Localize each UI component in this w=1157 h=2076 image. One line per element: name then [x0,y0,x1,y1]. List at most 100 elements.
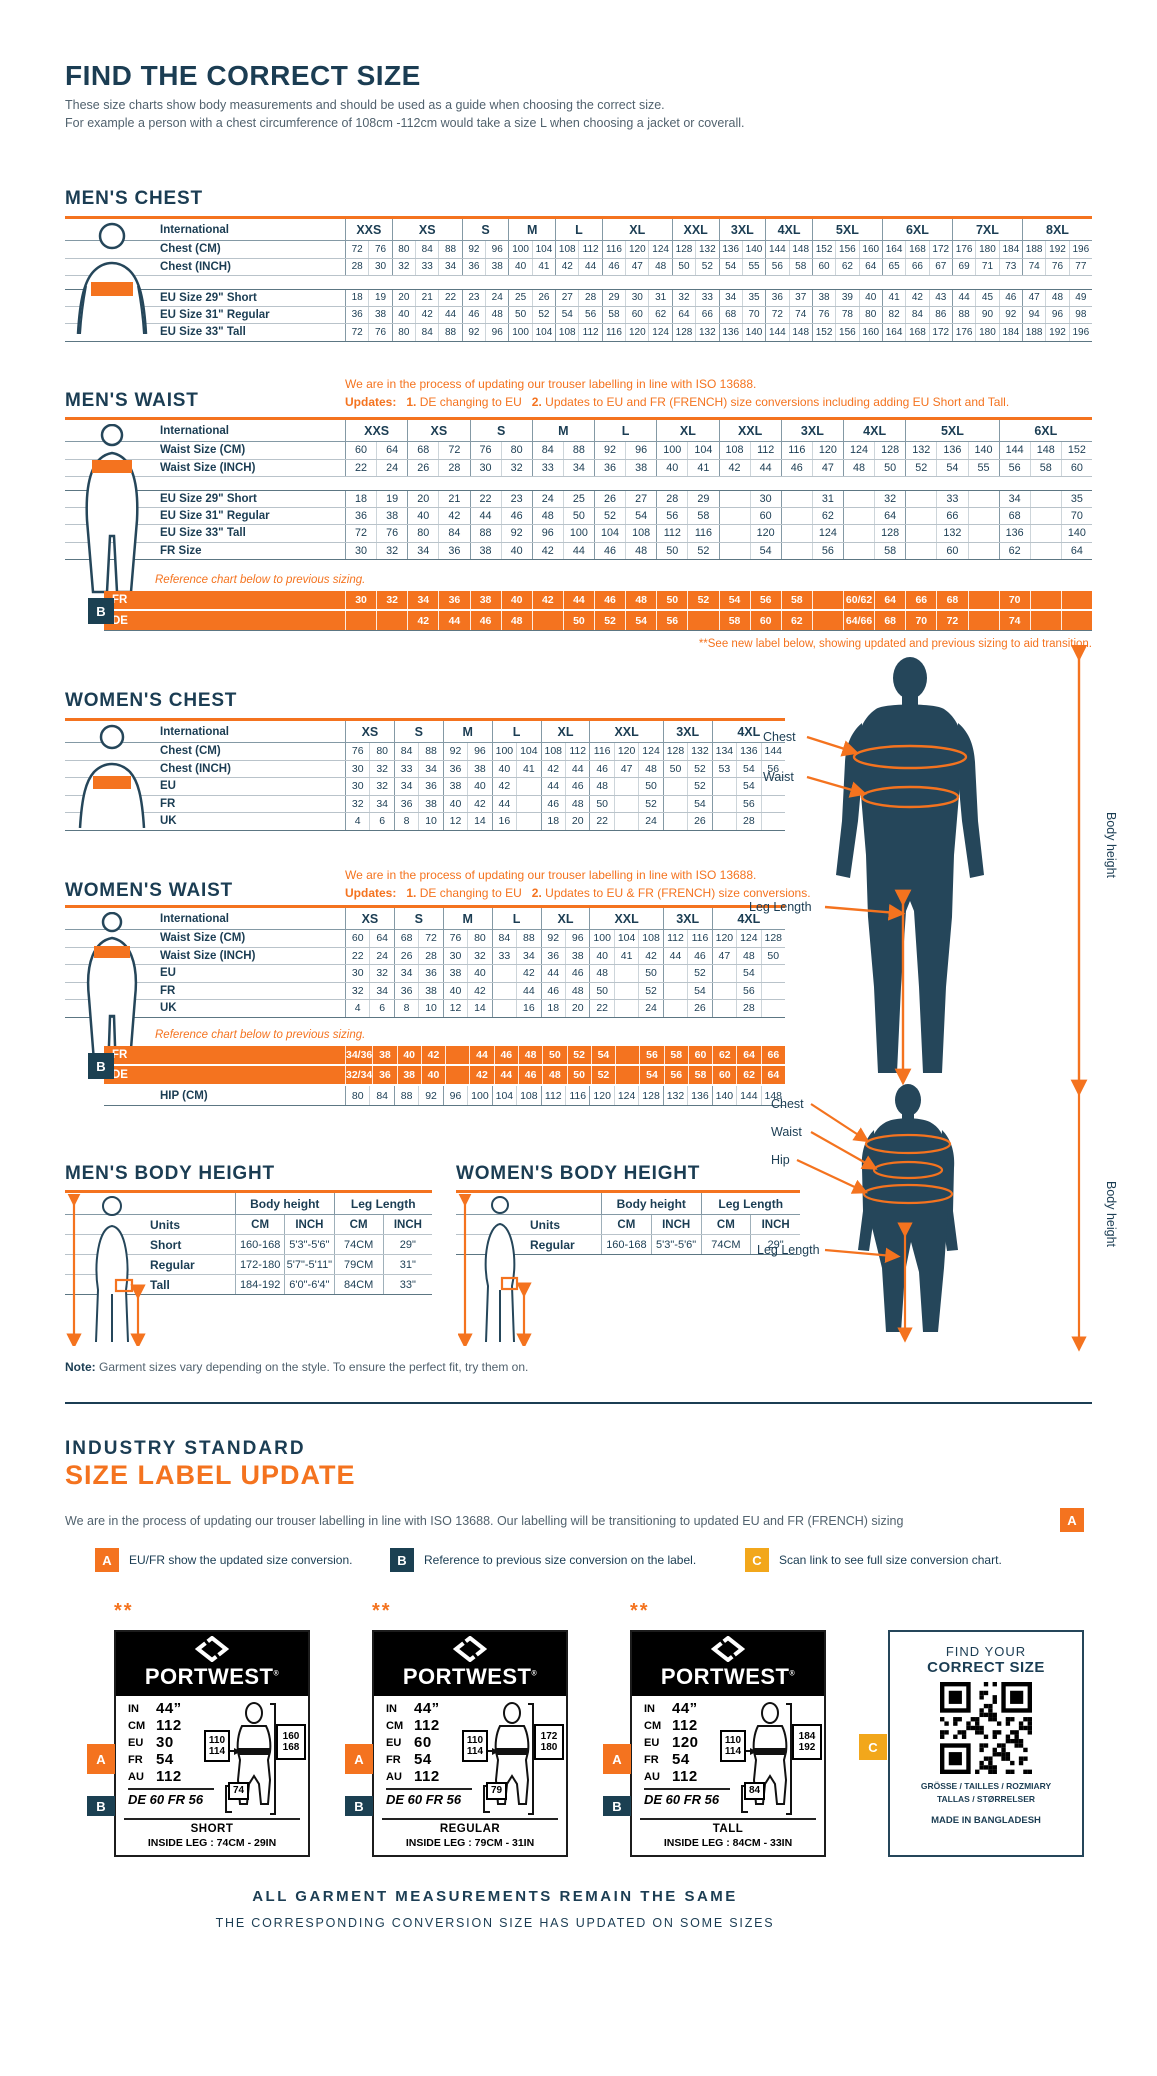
size-cell: 76 [442,930,467,947]
size-cell: 96 [485,241,508,258]
badge-b: B [390,1548,414,1572]
size-cell: 58 [601,306,625,323]
size-cell: 124 [648,324,671,341]
size-unit: FR [386,1753,401,1766]
size-cell: 120 [589,1086,613,1105]
size-cell: 80 [345,1086,369,1105]
size-cell: 128 [671,241,695,258]
size-cell: 100 [508,324,531,341]
size-cell: 160 [858,241,882,258]
registered-mark: ® [273,1670,280,1678]
table-row: UK 4 6 8 10 12 14 16 18 20 22 24 26 28 [65,813,785,831]
row-label: EU Size 31" Regular [160,509,270,522]
portwest-logo: PORTWEST® [632,1632,824,1696]
size-cell [711,965,736,982]
size-cell: 28 [345,258,368,275]
size-cell: 37 [788,290,812,306]
size-cell: 36 [438,591,469,609]
table-row: EU 30 32 34 36 38 40 42 44 46 48 50 52 54 [65,778,785,796]
card-body: IN 44” CM 112 EU 120 FR 54 AU 112 DE 60 FR 56 110 11… [632,1696,824,1855]
row-label: FR [160,797,176,810]
row-label: EU Size 33" Tall [160,527,246,540]
size-cell [711,813,736,830]
size-cell: 38 [625,459,656,476]
size-cell: 38 [467,760,491,777]
card-size-row: CM 112 [128,1717,214,1734]
size-value: 54 [156,1751,174,1768]
size-cell: 64 [1060,542,1092,559]
size-cell: 34 [438,258,461,275]
table-row: UK 4 6 8 10 12 14 16 18 20 22 24 26 28 [65,1000,785,1018]
size-cell: 67 [928,258,952,275]
size-cell: 73 [998,258,1022,275]
size-column-header: XXS [345,219,392,240]
note-text: Garment sizes vary depending on the styl… [95,1360,529,1374]
leg-measure-box: 84 [744,1782,765,1800]
size-cell: 148 [788,241,812,258]
size-cell: 50 [589,982,613,999]
size-cell: 80 [858,306,882,323]
size-unit: EU [386,1736,402,1749]
size-cell: 76 [368,324,391,341]
size-cell: 36 [540,947,565,964]
size-value: 112 [156,1768,182,1785]
legend-text-b: Reference to previous size conversion on… [424,1553,697,1567]
size-cell: 116 [687,525,718,542]
waist-measure-box: 110 114 [720,1730,746,1762]
size-cell: 44 [662,947,687,964]
size-cell: 40 [396,1046,421,1064]
size-cell: 196 [1068,241,1092,258]
size-column-header: Body height [235,1193,334,1214]
size-cell: 62 [811,507,843,524]
size-cell: 46 [589,760,613,777]
size-cell: 12 [442,1000,467,1017]
row-label: Waist Size (INCH) [160,949,256,962]
size-cell: 42 [540,760,565,777]
table-row: FR Size 30 32 34 36 38 40 42 44 46 48 50 52 54 56 58 60 6… [65,542,1092,560]
size-cell: 56 [765,258,788,275]
size-cell: 54 [590,1046,615,1064]
size-cell: 16 [516,1000,540,1017]
size-cell [718,542,750,559]
size-cell: 82 [881,306,905,323]
size-unit: CM [644,1719,662,1732]
size-cell: 70 [905,611,936,630]
size-cell: 50 [656,591,687,609]
card-rule [640,1818,816,1820]
garment-note: Note: Garment sizes vary depending on th… [65,1360,528,1374]
size-cell: 72 [345,324,368,341]
size-cell: 104 [613,930,638,947]
size-cell: 184-192 [235,1275,284,1294]
asterisks: ** [372,1600,392,1622]
size-cell: 28 [418,947,442,964]
size-cell: 64/66 [843,611,874,630]
row-label: HIP (CM) [160,1089,208,1102]
size-cell: 30 [345,778,369,795]
size-cell: 20 [407,491,438,507]
height-measure-box: 184 192 [792,1724,822,1760]
size-cell: 124 [638,743,662,760]
size-cell: 69 [951,258,975,275]
legend-item-b: B Reference to previous size conversion … [390,1548,696,1572]
size-cell: 18 [540,1000,565,1017]
size-cell: 42 [491,778,516,795]
size-cell: 64 [874,507,905,524]
size-cell: 19 [376,491,407,507]
size-cell: 41 [687,459,718,476]
size-cell: 184 [998,241,1022,258]
size-cell: 42 [531,591,563,609]
male-measurement-figure: Chest Waist Leg Length Body height [735,644,1125,1100]
size-cell: 48 [517,1046,542,1064]
size-cell [711,1000,736,1017]
size-cell: 22 [589,1000,613,1017]
size-cell: 41 [516,760,540,777]
height-measure-box: 160 168 [276,1724,306,1760]
size-cell [760,778,785,795]
size-label-card: PORTWEST® IN 44” CM 112 EU 30 FR 54 AU 112 DE 60 FR… [114,1630,310,1857]
card-size-list: IN 44” CM 112 EU 60 FR 54 AU 112 DE 60 FR 56 [386,1700,472,1807]
table-corner-label: International [160,912,230,925]
womens-ref-text: Reference chart below to previous sizing… [155,1029,366,1041]
size-cell: 40 [420,1066,445,1084]
size-cell: 36 [345,306,368,323]
waist-measure-box: 110 114 [204,1730,230,1762]
